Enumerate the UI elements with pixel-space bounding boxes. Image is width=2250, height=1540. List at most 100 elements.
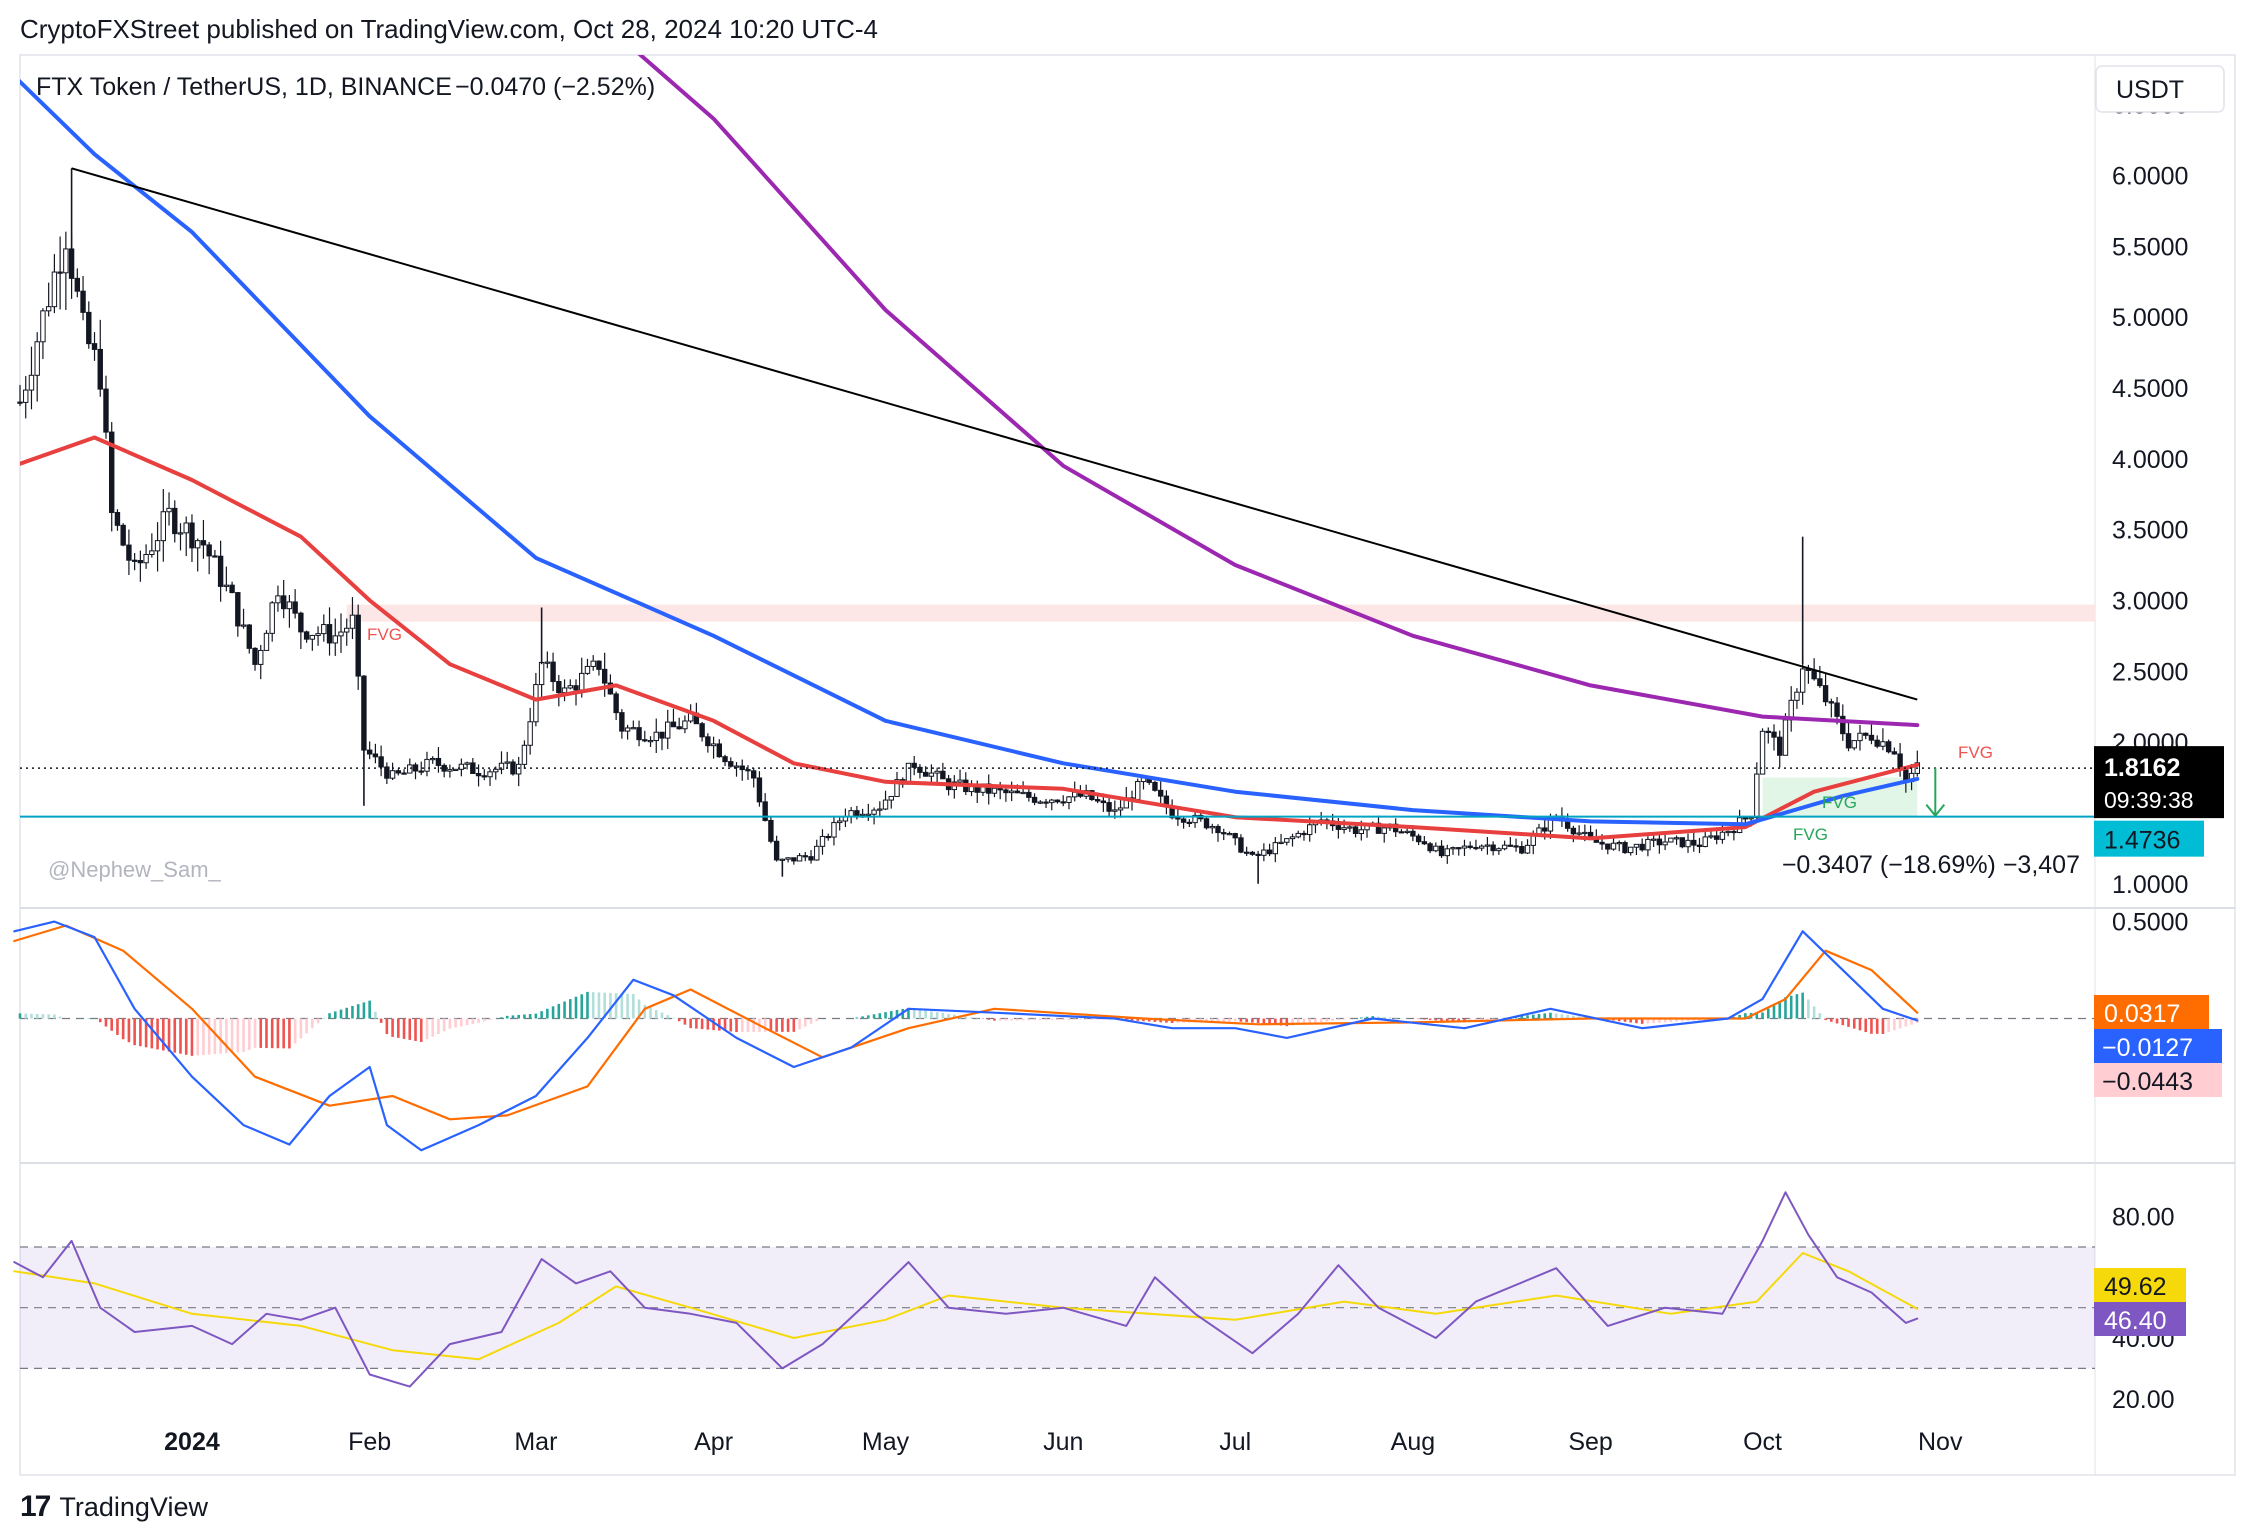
- candle-body: [1610, 842, 1617, 850]
- candle-body: [756, 777, 763, 803]
- candle-body: [1656, 838, 1663, 846]
- candle-body: [1496, 848, 1502, 852]
- fvg-label: FVG: [1958, 743, 1993, 762]
- candle-body: [389, 770, 396, 779]
- price-tick-label: 3.5000: [2112, 517, 2188, 545]
- candle-body: [57, 271, 63, 274]
- candle-body: [515, 763, 522, 775]
- candle-body: [1467, 845, 1473, 848]
- candle-body: [859, 813, 866, 817]
- candle-body: [1398, 831, 1405, 834]
- currency-label: USDT: [2116, 76, 2184, 104]
- price-tick-label: 5.5000: [2112, 233, 2188, 261]
- candle-body: [1180, 818, 1187, 823]
- candle-body: [126, 544, 132, 561]
- candle-body: [1696, 844, 1703, 848]
- date-tick-label: Nov: [1918, 1428, 1963, 1456]
- candle-body: [1003, 789, 1009, 794]
- candle-body: [91, 343, 98, 350]
- candle-body: [934, 770, 940, 774]
- candle-body: [1175, 817, 1181, 820]
- candle-body: [1060, 801, 1066, 804]
- candle-body: [630, 727, 637, 730]
- candle-body: [223, 584, 230, 587]
- tradingview-logo-icon: 17: [20, 1490, 51, 1523]
- candle-body: [1702, 836, 1708, 848]
- price-tick-label: 3.0000: [2112, 587, 2188, 615]
- candle-body: [1708, 835, 1714, 838]
- candle-body: [521, 744, 528, 765]
- tradingview-brand: TradingView: [59, 1491, 208, 1522]
- date-tick-label: Sep: [1568, 1428, 1612, 1456]
- candle-body: [217, 555, 224, 587]
- candle-body: [596, 660, 602, 670]
- candle-body: [550, 661, 556, 683]
- candle-body: [877, 808, 883, 811]
- candle-body: [74, 277, 81, 292]
- candle-body: [481, 775, 487, 778]
- candle-body: [1484, 844, 1491, 847]
- candle-body: [1456, 847, 1462, 850]
- candle-body: [1628, 846, 1634, 854]
- candle-body: [619, 712, 625, 732]
- candle-body: [1662, 841, 1668, 846]
- candle-body: [17, 401, 23, 404]
- candle-body: [573, 685, 579, 691]
- last-price-box: [2094, 746, 2224, 819]
- candle-body: [1742, 817, 1749, 820]
- price-tick-label: 5.0000: [2112, 304, 2188, 332]
- candle-body: [624, 727, 631, 732]
- candle-body: [338, 631, 344, 637]
- candle-body: [1289, 836, 1296, 840]
- candle-body: [1301, 832, 1307, 836]
- candle-body: [1352, 826, 1359, 835]
- candle-body: [240, 624, 247, 627]
- candle-body: [1031, 796, 1038, 803]
- candle-body: [1427, 843, 1433, 852]
- candle-body: [1473, 846, 1479, 850]
- candle-body: [303, 631, 310, 640]
- candle-body: [355, 614, 361, 677]
- fvg-label: FVG: [1793, 825, 1828, 844]
- candle-body: [1415, 835, 1422, 843]
- candle-body: [808, 856, 814, 861]
- candle-body: [1226, 833, 1233, 836]
- candle-body: [1037, 801, 1044, 804]
- candle-body: [922, 771, 929, 777]
- macd-line: [13, 920, 1919, 1152]
- candle-body: [1421, 841, 1428, 845]
- candle-body: [1381, 827, 1387, 834]
- candle-body: [1673, 837, 1680, 840]
- candle-body: [1278, 841, 1284, 844]
- price-tick-label: 2.5000: [2112, 658, 2188, 686]
- candle-body: [1307, 824, 1313, 836]
- candle-body: [1347, 826, 1353, 829]
- date-tick-label: Aug: [1391, 1428, 1435, 1456]
- tradingview-footer[interactable]: 17 TradingView: [20, 1490, 208, 1524]
- candle-body: [349, 614, 356, 629]
- candle-body: [1599, 841, 1605, 845]
- fvg-label: FVG: [1822, 793, 1857, 812]
- macd-signal-line: [13, 924, 1919, 1121]
- candle-body: [183, 522, 189, 534]
- candle-body: [854, 810, 860, 816]
- candle-body: [1639, 843, 1645, 851]
- candle-body: [601, 668, 608, 684]
- candle-body: [120, 524, 126, 546]
- candle-body: [831, 822, 837, 838]
- currency-button[interactable]: [2095, 65, 2225, 113]
- candle-body: [722, 756, 728, 763]
- candle-body: [252, 647, 258, 665]
- candle-body: [1719, 831, 1726, 840]
- candle-body: [1519, 846, 1525, 854]
- rsi-value: 46.40: [2104, 1307, 2167, 1335]
- candle-body: [1221, 832, 1227, 835]
- candle-body: [642, 739, 648, 742]
- chart-frame: [19, 54, 2236, 1476]
- candle-body: [109, 431, 115, 513]
- candle-body: [1507, 844, 1514, 847]
- candle-body: [166, 507, 172, 513]
- indicator-lines: [20, 55, 2095, 841]
